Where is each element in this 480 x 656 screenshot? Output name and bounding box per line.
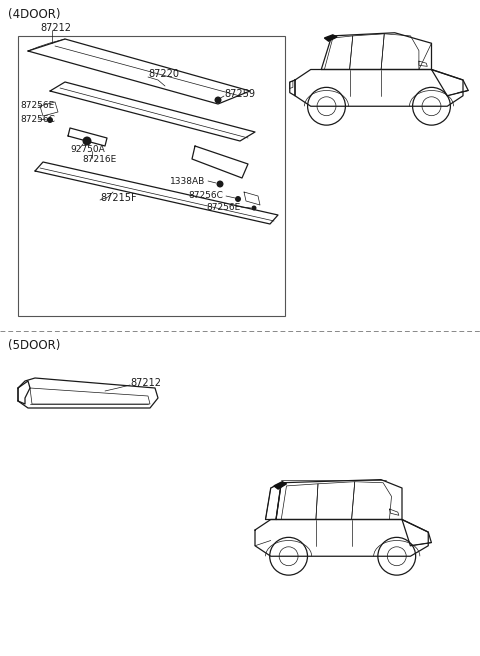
Text: 87212: 87212 (130, 378, 161, 388)
Text: 87256C: 87256C (20, 115, 55, 123)
Circle shape (83, 136, 92, 146)
Text: 87215F: 87215F (100, 193, 137, 203)
Text: 87259: 87259 (224, 89, 255, 99)
Text: 87256C: 87256C (188, 192, 223, 201)
Text: 87212: 87212 (40, 23, 71, 33)
Circle shape (216, 180, 224, 188)
Text: (5DOOR): (5DOOR) (8, 339, 60, 352)
Circle shape (252, 205, 256, 211)
Text: 87216E: 87216E (82, 155, 116, 165)
Circle shape (47, 117, 53, 123)
Text: 87256E: 87256E (20, 100, 54, 110)
Text: 87220: 87220 (148, 69, 179, 79)
Text: 92750A: 92750A (70, 146, 105, 155)
Circle shape (215, 96, 221, 104)
Polygon shape (324, 35, 337, 41)
Bar (18, 36, 285, 316)
Text: 1338AB: 1338AB (170, 176, 205, 186)
Polygon shape (274, 482, 287, 489)
Circle shape (235, 196, 241, 202)
Text: 87256E: 87256E (206, 203, 240, 211)
Text: (4DOOR): (4DOOR) (8, 8, 60, 21)
